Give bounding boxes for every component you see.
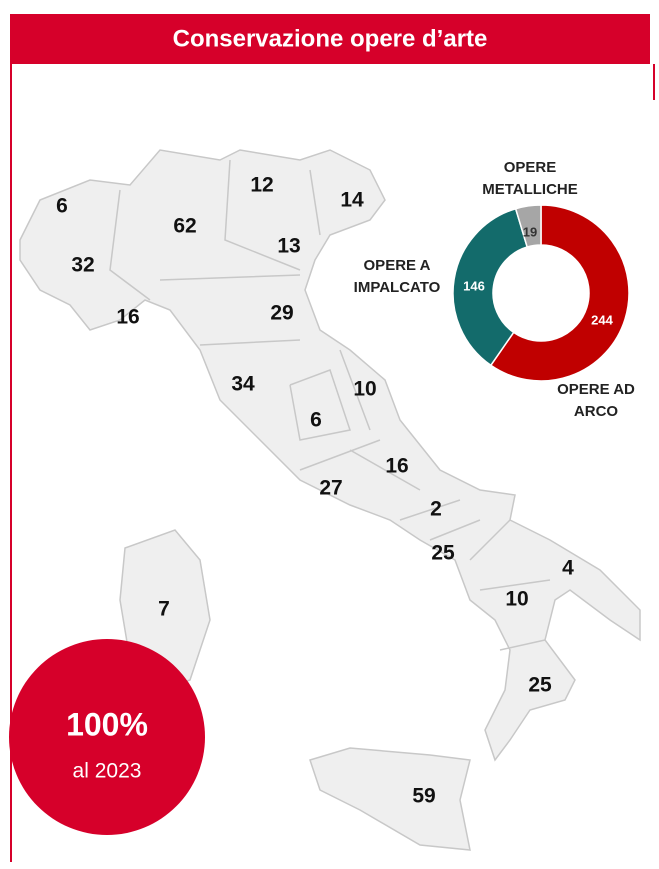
region-value: 27: [319, 477, 342, 500]
donut-segment: [514, 204, 542, 248]
region-value: 2: [430, 498, 442, 521]
region-value: 4: [562, 557, 574, 580]
region-value: 10: [353, 378, 376, 401]
category-label: OPERE AD: [557, 381, 635, 398]
italy-map: [19, 149, 641, 851]
badge-value: 100%: [66, 706, 148, 742]
donut-segment: [452, 207, 529, 367]
region-value: 25: [431, 542, 455, 565]
region-value: 14: [340, 189, 364, 212]
region-value: 7: [158, 598, 170, 621]
donut-segment: [489, 204, 630, 382]
category-label: ARCO: [574, 403, 618, 420]
region-value: 6: [56, 195, 68, 218]
data-label: 244: [591, 312, 613, 327]
region-value: 16: [385, 455, 408, 478]
badge: [9, 639, 205, 835]
sicily: [309, 747, 471, 851]
region-value: 32: [71, 254, 94, 277]
region-value: 12: [250, 174, 273, 197]
header-title: Conservazione opere d’arte: [173, 25, 488, 52]
region-value: 6: [310, 409, 322, 432]
region-value: 10: [505, 588, 528, 611]
category-label: OPERE: [504, 159, 557, 176]
data-label: 19: [523, 224, 537, 239]
region-value: 59: [412, 785, 435, 808]
region-value: 62: [173, 215, 196, 238]
header-bar: [10, 14, 650, 64]
region-borders: [109, 159, 551, 651]
badge-label: al 2023: [73, 760, 142, 783]
region-value: 13: [277, 235, 300, 258]
category-label: IMPALCATO: [354, 279, 441, 296]
region-value: 34: [231, 373, 255, 396]
region-value: 29: [270, 302, 293, 325]
data-label: 146: [463, 278, 485, 293]
mainland: [19, 149, 641, 762]
category-label: METALLICHE: [482, 181, 578, 198]
region-value: 16: [116, 306, 139, 329]
region-value: 25: [528, 674, 552, 697]
category-label: OPERE A: [364, 257, 431, 274]
